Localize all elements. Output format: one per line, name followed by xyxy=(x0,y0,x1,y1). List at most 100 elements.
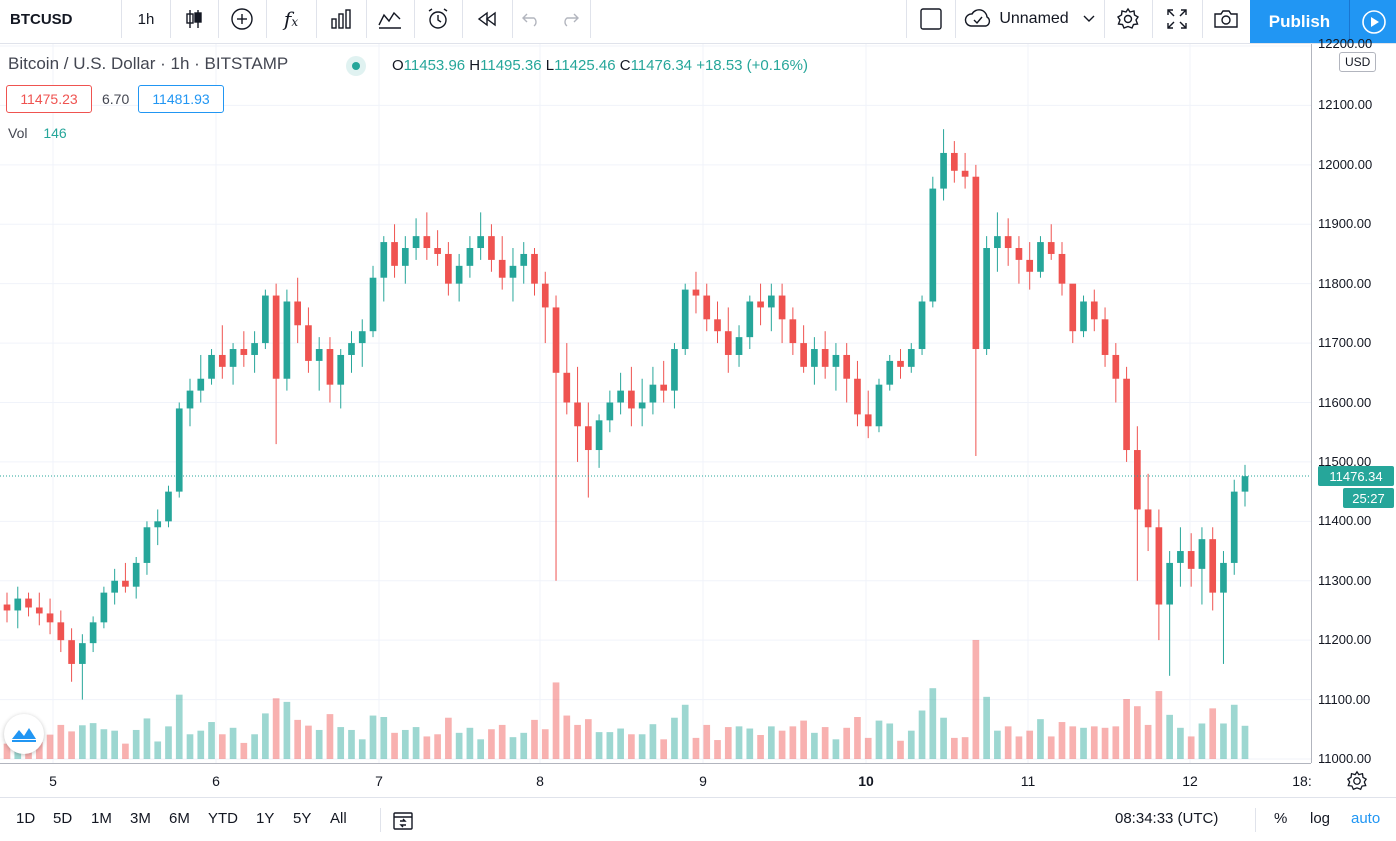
candle-body[interactable] xyxy=(584,426,592,451)
candle-body[interactable] xyxy=(380,242,388,278)
candle-body[interactable] xyxy=(724,331,732,355)
candle-body[interactable] xyxy=(401,248,409,266)
candle-body[interactable] xyxy=(628,390,635,409)
candle-body[interactable] xyxy=(918,301,926,350)
candle-body[interactable] xyxy=(1220,562,1227,593)
redo-button[interactable] xyxy=(550,0,591,38)
candle-body[interactable] xyxy=(229,349,237,367)
range-button-6m[interactable]: 6M xyxy=(169,810,190,827)
candle-body[interactable] xyxy=(832,354,840,367)
candle-body[interactable] xyxy=(681,289,689,350)
range-button-3m[interactable]: 3M xyxy=(130,810,151,827)
snapshot-button[interactable] xyxy=(1202,0,1250,38)
layout-name-button[interactable]: Unnamed xyxy=(954,0,1105,38)
candle-body[interactable] xyxy=(89,622,97,644)
candle-body[interactable] xyxy=(1155,527,1163,605)
candle-body[interactable] xyxy=(961,170,969,177)
candle-body[interactable] xyxy=(552,307,560,373)
candle-body[interactable] xyxy=(197,378,205,391)
candle-body[interactable] xyxy=(746,301,754,338)
candle-body[interactable] xyxy=(1166,562,1173,605)
candle-body[interactable] xyxy=(3,604,11,611)
candle-body[interactable] xyxy=(477,236,485,249)
currency-badge[interactable]: USD xyxy=(1339,52,1377,72)
compare-button[interactable] xyxy=(316,0,367,38)
candle-body[interactable] xyxy=(488,236,495,260)
candle-body[interactable] xyxy=(111,580,118,593)
candle-body[interactable] xyxy=(35,607,43,614)
candle-body[interactable] xyxy=(1241,476,1249,492)
candle-body[interactable] xyxy=(1058,253,1066,284)
candle-body[interactable] xyxy=(1037,242,1044,272)
candle-body[interactable] xyxy=(143,527,151,563)
candle-body[interactable] xyxy=(531,253,538,284)
candle-body[interactable] xyxy=(455,265,463,284)
chart-style-button[interactable] xyxy=(170,0,219,38)
candle-body[interactable] xyxy=(79,643,86,664)
candle-body[interactable] xyxy=(595,420,603,451)
candle-body[interactable] xyxy=(800,343,807,367)
candle-body[interactable] xyxy=(14,598,22,611)
publish-menu-button[interactable] xyxy=(1349,0,1396,43)
candle-body[interactable] xyxy=(1144,509,1152,528)
interval-button[interactable]: 1h xyxy=(122,0,171,38)
candle-body[interactable] xyxy=(122,580,129,587)
candle-body[interactable] xyxy=(445,253,452,284)
range-button-5d[interactable]: 5D xyxy=(53,810,73,827)
candle-body[interactable] xyxy=(283,301,291,379)
candle-body[interactable] xyxy=(1090,301,1098,320)
candle-body[interactable] xyxy=(1080,301,1087,332)
candle-body[interactable] xyxy=(1112,354,1120,379)
log-toggle[interactable]: log xyxy=(1310,810,1330,827)
candle-body[interactable] xyxy=(843,354,851,379)
goto-date-button[interactable] xyxy=(392,810,414,832)
candle-body[interactable] xyxy=(563,372,571,403)
percent-toggle[interactable]: % xyxy=(1274,810,1287,827)
candle-body[interactable] xyxy=(1198,539,1206,569)
candle-body[interactable] xyxy=(778,295,786,320)
candle-body[interactable] xyxy=(864,414,872,427)
candle-body[interactable] xyxy=(574,402,581,427)
candle-body[interactable] xyxy=(875,384,883,427)
candle-body[interactable] xyxy=(692,289,700,296)
candle-body[interactable] xyxy=(1026,259,1034,272)
candle-body[interactable] xyxy=(132,562,140,587)
candle-body[interactable] xyxy=(466,248,474,266)
ask-box[interactable]: 11481.93 xyxy=(138,85,224,113)
candle-body[interactable] xyxy=(907,349,915,367)
candle-body[interactable] xyxy=(649,384,657,403)
candle-body[interactable] xyxy=(1015,248,1023,260)
candle-body[interactable] xyxy=(951,152,958,171)
candle-body[interactable] xyxy=(46,613,54,623)
symbol-search-button[interactable]: BTCUSD xyxy=(0,0,122,38)
layout-button[interactable] xyxy=(906,0,956,38)
candle-body[interactable] xyxy=(1209,539,1217,593)
candle-body[interactable] xyxy=(606,402,614,421)
range-button-5y[interactable]: 5Y xyxy=(293,810,312,827)
candle-body[interactable] xyxy=(57,622,65,641)
candle-body[interactable] xyxy=(1187,551,1195,569)
candle-body[interactable] xyxy=(305,325,312,361)
candle-body[interactable] xyxy=(617,390,624,403)
candle-body[interactable] xyxy=(821,349,829,367)
candle-body[interactable] xyxy=(326,349,334,385)
candle-body[interactable] xyxy=(714,319,721,332)
candle-body[interactable] xyxy=(423,236,431,249)
add-indicator-button[interactable] xyxy=(218,0,267,38)
replay-button[interactable] xyxy=(462,0,513,38)
undo-button[interactable] xyxy=(512,0,550,38)
candle-body[interactable] xyxy=(994,236,1001,249)
candle-body[interactable] xyxy=(315,349,323,361)
chart-pane[interactable] xyxy=(0,44,1311,763)
candle-body[interactable] xyxy=(1101,319,1109,355)
auto-toggle[interactable]: auto xyxy=(1351,810,1380,827)
candle-body[interactable] xyxy=(789,319,797,344)
candle-body[interactable] xyxy=(251,343,258,355)
candle-body[interactable] xyxy=(886,360,894,385)
range-button-ytd[interactable]: YTD xyxy=(208,810,238,827)
candle-body[interactable] xyxy=(541,283,549,308)
candle-body[interactable] xyxy=(520,253,528,266)
candle-body[interactable] xyxy=(1230,491,1238,563)
candle-body[interactable] xyxy=(1134,450,1141,510)
candle-body[interactable] xyxy=(262,295,269,344)
